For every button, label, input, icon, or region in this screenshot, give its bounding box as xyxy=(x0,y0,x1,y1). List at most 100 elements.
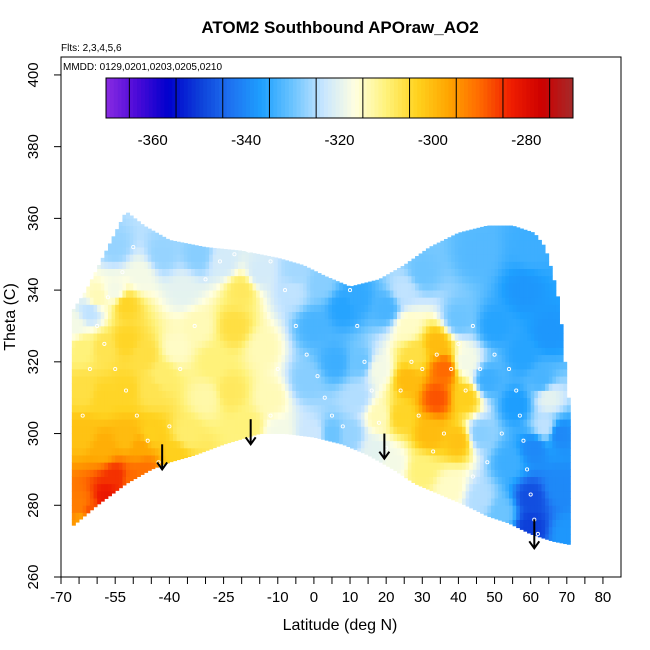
heatmap-cell xyxy=(523,512,528,521)
heatmap-cell xyxy=(162,275,167,284)
x-tick-label: 30 xyxy=(414,589,431,606)
heatmap-cell xyxy=(191,254,196,262)
heatmap-cell xyxy=(527,311,532,320)
heatmap-cell xyxy=(89,282,94,291)
heatmap-cell xyxy=(285,290,290,298)
heatmap-cell xyxy=(509,469,514,477)
heatmap-cell xyxy=(519,311,524,320)
heatmap-cell xyxy=(480,247,485,255)
heatmap-cell xyxy=(71,354,76,363)
heatmap-cell xyxy=(545,419,550,427)
heatmap-cell xyxy=(400,275,405,284)
heatmap-cell xyxy=(378,347,383,356)
heatmap-cell xyxy=(169,297,174,305)
heatmap-cell xyxy=(212,354,217,363)
heatmap-cell xyxy=(256,304,261,313)
heatmap-cell xyxy=(299,426,304,434)
heatmap-cell xyxy=(545,533,550,540)
heatmap-cell xyxy=(534,440,539,449)
heatmap-cell xyxy=(122,282,127,291)
heatmap-cell xyxy=(97,419,102,427)
heatmap-cell xyxy=(527,426,532,434)
heatmap-cell xyxy=(454,304,459,313)
heatmap-cell xyxy=(480,239,485,248)
heatmap-cell xyxy=(136,254,141,262)
heatmap-cell xyxy=(537,261,542,269)
heatmap-cell xyxy=(180,447,185,456)
heatmap-cell xyxy=(219,248,224,255)
flight-point xyxy=(376,420,381,425)
heatmap-cell xyxy=(440,433,445,442)
heatmap-cell xyxy=(339,340,344,348)
heatmap-cell xyxy=(75,361,80,370)
heatmap-cell xyxy=(223,397,228,406)
heatmap-cell xyxy=(498,254,503,262)
heatmap-cell xyxy=(205,340,210,348)
heatmap-cell xyxy=(350,390,355,399)
heatmap-cell xyxy=(133,404,138,413)
heatmap-cell xyxy=(129,225,134,234)
heatmap-cell xyxy=(165,397,170,406)
heatmap-cell xyxy=(454,275,459,284)
heatmap-cell xyxy=(191,369,196,377)
heatmap-cell xyxy=(397,447,402,456)
heatmap-cell xyxy=(480,476,485,485)
heatmap-cell xyxy=(476,412,481,420)
heatmap-cell xyxy=(350,433,355,442)
heatmap-cell xyxy=(277,258,282,262)
heatmap-cell xyxy=(469,232,474,241)
heatmap-cell xyxy=(82,325,87,334)
heatmap-cell xyxy=(154,440,159,449)
heatmap-cell xyxy=(415,390,420,399)
heatmap-cell xyxy=(100,304,105,313)
heatmap-cell xyxy=(238,397,243,406)
heatmap-cell xyxy=(425,333,430,341)
heatmap-cell xyxy=(443,354,448,363)
heatmap-cell xyxy=(534,340,539,348)
heatmap-cell xyxy=(360,325,365,334)
heatmap-cell xyxy=(86,505,91,513)
heatmap-cell xyxy=(490,354,495,363)
heatmap-cell xyxy=(234,397,239,406)
heatmap-cell xyxy=(516,426,521,434)
heatmap-cell xyxy=(292,397,297,406)
heatmap-cell xyxy=(118,390,123,399)
colorbar-swatch xyxy=(541,78,547,118)
heatmap-cell xyxy=(93,426,98,434)
heatmap-cell xyxy=(144,426,149,434)
heatmap-cell xyxy=(425,311,430,320)
heatmap-cell xyxy=(552,533,557,542)
heatmap-cell xyxy=(303,268,308,277)
heatmap-cell xyxy=(422,390,427,399)
heatmap-cell xyxy=(245,297,250,305)
heatmap-cell xyxy=(100,333,105,341)
heatmap-cell xyxy=(201,419,206,427)
heatmap-cell xyxy=(321,304,326,313)
heatmap-cell xyxy=(100,361,105,370)
heatmap-cell xyxy=(480,347,485,356)
heatmap-cell xyxy=(173,275,178,284)
heatmap-cell xyxy=(440,325,445,334)
heatmap-cell xyxy=(501,462,506,470)
heatmap-cell xyxy=(483,311,488,320)
heatmap-cell xyxy=(393,455,398,463)
heatmap-cell xyxy=(162,333,167,341)
heatmap-cell xyxy=(331,361,336,370)
heatmap-cell xyxy=(285,297,290,305)
heatmap-cell xyxy=(465,440,470,449)
heatmap-cell xyxy=(216,419,221,427)
heatmap-cell xyxy=(151,275,156,284)
heatmap-cell xyxy=(563,426,568,434)
heatmap-cell xyxy=(75,304,80,313)
heatmap-cell xyxy=(118,325,123,334)
heatmap-cell xyxy=(259,397,264,406)
heatmap-cell xyxy=(357,297,362,305)
heatmap-cell xyxy=(162,462,167,465)
heatmap-cell xyxy=(509,490,514,499)
heatmap-cell xyxy=(198,447,203,454)
heatmap-cell xyxy=(498,232,503,241)
heatmap-cell xyxy=(107,412,112,420)
flight-point xyxy=(347,288,353,293)
heatmap-cell xyxy=(180,361,185,370)
heatmap-cell xyxy=(447,404,452,413)
